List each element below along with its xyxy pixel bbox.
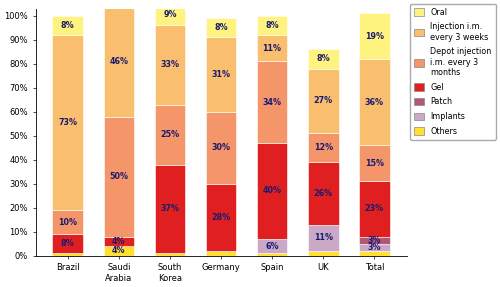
Text: 8%: 8% [316,55,330,63]
Bar [257,35,288,61]
Bar [154,25,186,104]
Bar [257,16,288,35]
Bar [308,225,338,251]
Bar [206,184,236,251]
Text: 15%: 15% [365,159,384,168]
Bar [359,236,390,244]
Text: 40%: 40% [262,187,281,195]
Bar [206,18,236,37]
Text: 8%: 8% [61,239,74,248]
Bar [308,49,338,69]
Bar [206,112,236,184]
Bar [359,181,390,236]
Text: 6%: 6% [266,242,279,251]
Bar [154,104,186,164]
Text: 8%: 8% [214,23,228,32]
Bar [104,6,134,117]
Text: 8%: 8% [266,21,279,30]
Text: 23%: 23% [365,205,384,214]
Bar [206,37,236,112]
Text: 30%: 30% [212,143,231,152]
Text: 3%: 3% [368,243,381,252]
Bar [104,236,134,246]
Text: 28%: 28% [212,213,231,222]
Text: 26%: 26% [314,189,333,198]
Bar [257,253,288,256]
Text: 31%: 31% [212,70,231,79]
Text: 8%: 8% [61,21,74,30]
Text: 9%: 9% [163,10,176,19]
Text: 73%: 73% [58,118,77,127]
Bar [308,162,338,225]
Text: 12%: 12% [314,143,333,152]
Bar [104,0,134,6]
Bar [359,13,390,59]
Bar [359,244,390,251]
Text: 4%: 4% [112,0,126,6]
Legend: Oral, Injection i.m.
every 3 weeks, Depot injection
i.m. every 3
months, Gel, Pa: Oral, Injection i.m. every 3 weeks, Depo… [410,4,496,140]
Text: 4%: 4% [112,237,126,246]
Bar [308,133,338,162]
Bar [52,210,83,234]
Bar [308,251,338,256]
Bar [257,61,288,143]
Bar [359,251,390,256]
Bar [359,59,390,146]
Bar [154,4,186,25]
Text: 25%: 25% [160,130,180,139]
Bar [154,164,186,253]
Text: 10%: 10% [58,218,77,227]
Text: 50%: 50% [110,172,128,181]
Text: 4%: 4% [112,247,126,255]
Bar [52,16,83,35]
Bar [257,239,288,253]
Text: 27%: 27% [314,96,333,106]
Bar [257,143,288,239]
Bar [52,234,83,253]
Bar [52,253,83,256]
Text: 19%: 19% [365,32,384,41]
Bar [154,253,186,256]
Text: 34%: 34% [262,98,281,107]
Bar [206,251,236,256]
Bar [104,246,134,256]
Bar [359,146,390,181]
Text: 46%: 46% [110,57,128,66]
Bar [52,35,83,210]
Text: 11%: 11% [262,44,281,53]
Bar [104,117,134,236]
Text: 33%: 33% [160,61,180,69]
Text: 11%: 11% [314,233,332,242]
Text: 3%: 3% [368,236,381,245]
Text: 37%: 37% [160,205,180,214]
Text: 36%: 36% [365,98,384,107]
Bar [308,69,338,133]
